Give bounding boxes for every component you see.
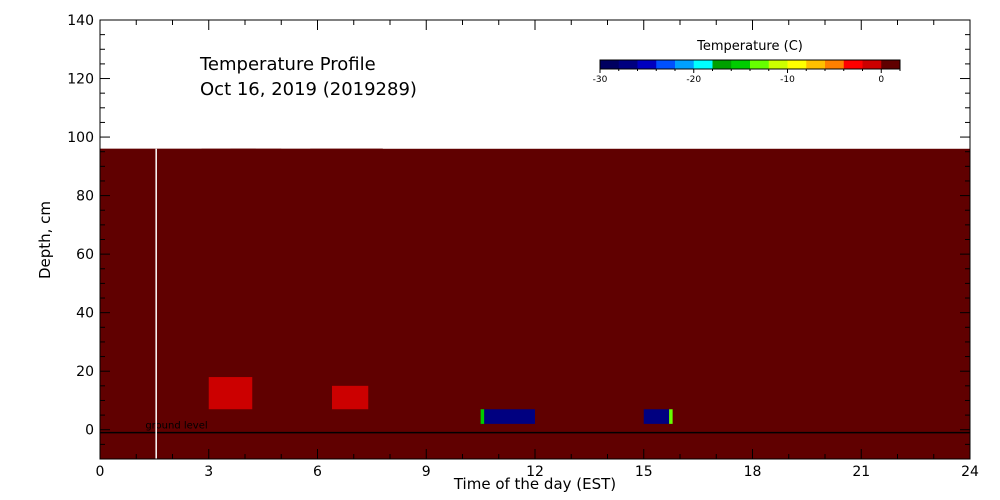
- heatmap-cell: [136, 423, 383, 439]
- y-axis-label: Depth, cm: [36, 201, 54, 279]
- plot-axes: 0 3 6 9 12 15 18 21 24 0 20 40 60 80 100 120 140: [67, 13, 979, 480]
- x-tick-label: 0: [96, 464, 105, 480]
- ground-band-segment: [100, 409, 416, 424]
- colorbar-tick-label: 0: [878, 75, 884, 85]
- y-tick-label: 140: [67, 13, 94, 29]
- x-tick-label: 21: [852, 464, 870, 480]
- colorbar-swatch: [862, 60, 882, 69]
- ground-band-segment: [535, 409, 644, 424]
- ground-band-segment: [480, 409, 485, 424]
- x-tick-label: 24: [961, 464, 979, 480]
- colorbar-tick-label: -10: [780, 75, 795, 85]
- heatmap-cell: [230, 148, 256, 299]
- colorbar-swatch: [881, 60, 901, 69]
- ground-band-segment: [419, 409, 481, 424]
- colorbar-tick-label: -20: [686, 75, 701, 85]
- x-tick-label: 3: [204, 464, 213, 480]
- colorbar-swatch: [750, 60, 770, 69]
- colorbar: Temperature (C) -30 -20 -10 0: [593, 39, 901, 85]
- x-tick-label: 15: [635, 464, 653, 480]
- y-tick-label: 40: [76, 306, 94, 322]
- y-tick-label: 120: [67, 72, 94, 88]
- chart-title: Temperature Profile: [199, 54, 376, 75]
- colorbar-title: Temperature (C): [696, 39, 803, 54]
- heatmap-cell: [310, 148, 383, 342]
- heatmap-cell: [237, 394, 249, 410]
- y-tick-label: 20: [76, 364, 94, 380]
- colorbar-swatch: [712, 60, 732, 69]
- colorbar-swatch: [637, 60, 657, 69]
- y-tick-label: 0: [85, 423, 94, 439]
- heatmap-plot: ground level: [100, 148, 970, 460]
- colorbar-swatch: [656, 60, 676, 69]
- colorbar-tick-label: -30: [593, 75, 608, 85]
- x-tick-label: 18: [744, 464, 762, 480]
- y-tick-label: 100: [67, 130, 94, 146]
- ground-band-segment: [669, 409, 673, 424]
- ground-band-segment: [719, 409, 970, 424]
- x-axis-label: Time of the day (EST): [453, 475, 616, 493]
- ground-band-segment: [415, 409, 419, 424]
- colorbar-swatch: [693, 60, 713, 69]
- x-tick-label: 9: [422, 464, 431, 480]
- colorbar-swatch: [675, 60, 695, 69]
- y-tick-label: 80: [76, 189, 94, 205]
- colorbar-swatch: [731, 60, 751, 69]
- colorbar-swatch: [787, 60, 807, 69]
- colorbar-swatch: [768, 60, 788, 69]
- colorbar-swatch: [600, 60, 620, 69]
- colorbar-swatch: [843, 60, 863, 69]
- ground-band-segment: [643, 409, 670, 424]
- colorbar-swatch: [825, 60, 845, 69]
- ground-level-label: ground level: [145, 421, 207, 432]
- y-tick-label: 60: [76, 247, 94, 263]
- colorbar-swatch: [618, 60, 638, 69]
- x-tick-label: 12: [526, 464, 544, 480]
- ground-band-segment: [484, 409, 535, 424]
- colorbar-swatch: [806, 60, 826, 69]
- chart-subtitle: Oct 16, 2019 (2019289): [200, 79, 417, 100]
- x-tick-label: 6: [313, 464, 322, 480]
- ground-band-segment: [672, 409, 720, 424]
